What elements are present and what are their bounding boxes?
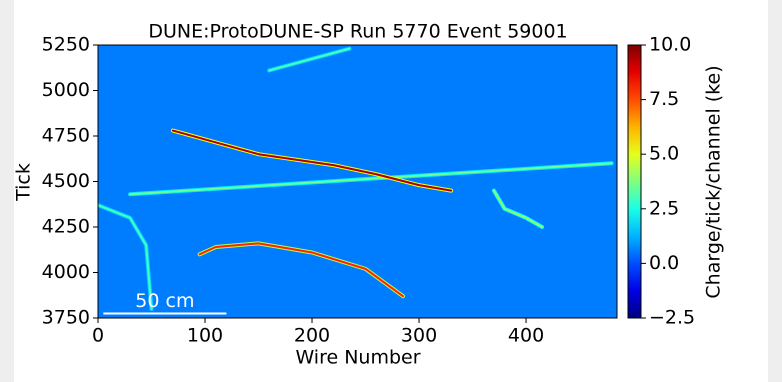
x-tick-label: 100 [187, 325, 223, 347]
colorbar-tick-label: 5.0 [649, 143, 679, 165]
y-tick-label: 4750 [42, 125, 90, 147]
y-tick-label: 4250 [42, 216, 90, 238]
frame [0, 0, 14, 382]
track [198, 242, 404, 298]
annotation: 50 cm [135, 290, 194, 312]
track [268, 47, 351, 72]
track [492, 189, 544, 228]
y-axis-label: Tick [13, 163, 35, 202]
track [98, 204, 153, 310]
tracks [98, 46, 614, 311]
y-tick-label: 5250 [42, 34, 90, 56]
y-tick-label: 4500 [42, 170, 90, 192]
colorbar [627, 44, 642, 319]
colorbar-tick-label: −2.5 [649, 307, 695, 329]
x-tick-label: 0 [92, 325, 104, 347]
frame [768, 0, 782, 382]
x-tick-label: 300 [401, 325, 437, 347]
colorbar-label: Charge/tick/channel (ke) [703, 65, 725, 298]
y-tick-label: 3750 [42, 307, 90, 329]
colorbar-tick-label: 2.5 [649, 197, 679, 219]
track [171, 129, 453, 192]
track [129, 162, 613, 196]
colorbar-tick-label: 0.0 [649, 252, 679, 274]
x-tick-label: 200 [294, 325, 330, 347]
colorbar-tick-label: 10.0 [649, 34, 691, 56]
x-tick-label: 400 [508, 325, 544, 347]
x-axis-label: Wire Number [295, 347, 420, 369]
y-tick-label: 5000 [42, 79, 90, 101]
chart-title: DUNE:ProtoDUNE-SP Run 5770 Event 59001 [148, 21, 567, 43]
colorbar-tick-label: 7.5 [649, 88, 679, 110]
y-tick-label: 4000 [42, 261, 90, 283]
